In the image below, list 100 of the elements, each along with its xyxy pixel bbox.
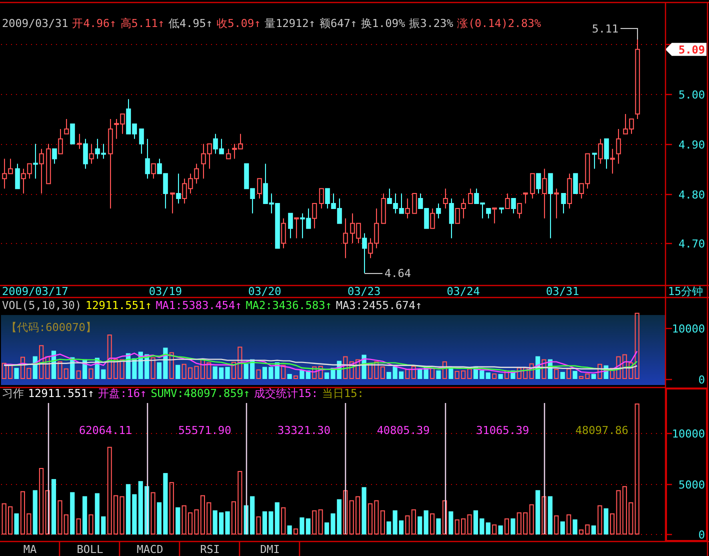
text: SUMV:48097.859↑ bbox=[150, 387, 250, 400]
bar bbox=[418, 369, 422, 379]
candlestick bbox=[523, 192, 528, 204]
candlestick bbox=[635, 38, 640, 120]
last-price-tag: 5.09 bbox=[665, 42, 706, 56]
bar bbox=[169, 482, 174, 534]
y-tick-label: 0 bbox=[698, 528, 705, 542]
text: MACD bbox=[136, 543, 164, 556]
annotation: 额647↑ bbox=[320, 17, 357, 30]
annotation: 换1.09% bbox=[361, 17, 406, 30]
bar bbox=[293, 528, 298, 534]
bar bbox=[591, 525, 596, 534]
candlestick bbox=[592, 152, 597, 170]
bar bbox=[510, 518, 516, 534]
text: MA2:3436.583↑ bbox=[246, 299, 332, 312]
bar bbox=[492, 524, 497, 534]
candlestick bbox=[145, 138, 150, 180]
bar bbox=[76, 518, 81, 534]
candlestick bbox=[52, 148, 57, 164]
bar bbox=[424, 510, 428, 534]
candlestick bbox=[598, 138, 603, 164]
candlestick bbox=[499, 207, 504, 214]
x-tick-label: 03/20 bbox=[248, 285, 282, 298]
highest-price-note: 5.11 bbox=[592, 22, 638, 40]
text: 开盘:16↑ bbox=[98, 387, 147, 400]
candlestick bbox=[381, 193, 386, 224]
bar bbox=[554, 515, 559, 534]
candlestick bbox=[108, 118, 113, 209]
candlestick bbox=[486, 208, 491, 219]
candlestick bbox=[83, 138, 88, 170]
bar bbox=[436, 370, 441, 379]
candlestick bbox=[610, 148, 615, 174]
annotation: 低4.95↑ bbox=[168, 17, 213, 30]
chart-title: VOL(5,10,30) bbox=[2, 299, 82, 312]
candlestick bbox=[226, 148, 231, 160]
candlestick bbox=[343, 218, 348, 259]
candlestick bbox=[33, 143, 38, 180]
bar bbox=[150, 492, 156, 534]
bar bbox=[634, 404, 640, 534]
text: 【代码:600070】 bbox=[6, 321, 96, 334]
candlestick bbox=[151, 163, 156, 180]
annotation: 开4.96↑ bbox=[72, 17, 116, 30]
bar bbox=[82, 496, 88, 534]
bar bbox=[498, 374, 503, 379]
candlestick bbox=[542, 168, 547, 219]
candlestick bbox=[257, 178, 262, 200]
y-tick-label: 4.90 bbox=[678, 138, 705, 152]
bar bbox=[362, 487, 366, 534]
bar bbox=[274, 502, 280, 534]
candlestick bbox=[64, 118, 69, 134]
bar bbox=[634, 312, 640, 379]
annotation: 收5.09↑ bbox=[216, 17, 261, 30]
text: 12911.551↑ bbox=[28, 387, 94, 400]
bar bbox=[566, 368, 572, 379]
bar bbox=[442, 361, 447, 379]
bar bbox=[554, 368, 559, 379]
annotation: 4.64 bbox=[384, 267, 412, 280]
annotation: 高5.11↑ bbox=[120, 17, 165, 30]
bar bbox=[287, 374, 292, 379]
lowest-price-note: 4.64 bbox=[364, 267, 411, 280]
y-tick-label: 4.80 bbox=[678, 188, 705, 202]
candlestick bbox=[511, 198, 516, 214]
bar bbox=[598, 364, 602, 379]
bar bbox=[70, 492, 75, 534]
text: 当日15: bbox=[322, 387, 364, 400]
text: 12911.551↑ bbox=[86, 299, 152, 312]
candlestick bbox=[616, 128, 621, 164]
annotation: 55571.90 bbox=[178, 424, 232, 438]
bar bbox=[312, 366, 317, 379]
bar bbox=[14, 513, 19, 534]
bar bbox=[281, 507, 286, 534]
x-tick-label: 03/19 bbox=[148, 285, 182, 298]
bar bbox=[572, 370, 578, 379]
bar bbox=[529, 504, 534, 534]
text: 成交统计15: bbox=[254, 387, 318, 400]
candlestick bbox=[567, 173, 572, 209]
candlestick bbox=[362, 232, 367, 274]
candlestick bbox=[58, 128, 63, 154]
y-tick-label: 5000 bbox=[678, 478, 705, 492]
bar bbox=[14, 368, 19, 379]
bar bbox=[566, 514, 572, 534]
bar bbox=[542, 496, 546, 534]
bar bbox=[535, 490, 540, 534]
annotation: 40805.39 bbox=[376, 424, 430, 438]
bar bbox=[486, 522, 490, 534]
text: 习作 bbox=[2, 387, 24, 400]
candlestick bbox=[505, 193, 510, 209]
bar bbox=[88, 514, 94, 534]
bar bbox=[436, 518, 441, 534]
y-tick-label: 5.00 bbox=[678, 88, 705, 102]
bar bbox=[76, 370, 81, 379]
candlestick bbox=[288, 212, 293, 239]
x-axis-title: 15分钟 bbox=[668, 285, 704, 298]
bar bbox=[318, 366, 323, 379]
candlestick bbox=[46, 143, 51, 184]
bar bbox=[442, 500, 447, 534]
bar bbox=[343, 356, 348, 379]
bar bbox=[560, 521, 565, 534]
bar bbox=[498, 525, 503, 534]
x-tick-label: 2009/03/17 bbox=[2, 285, 68, 298]
